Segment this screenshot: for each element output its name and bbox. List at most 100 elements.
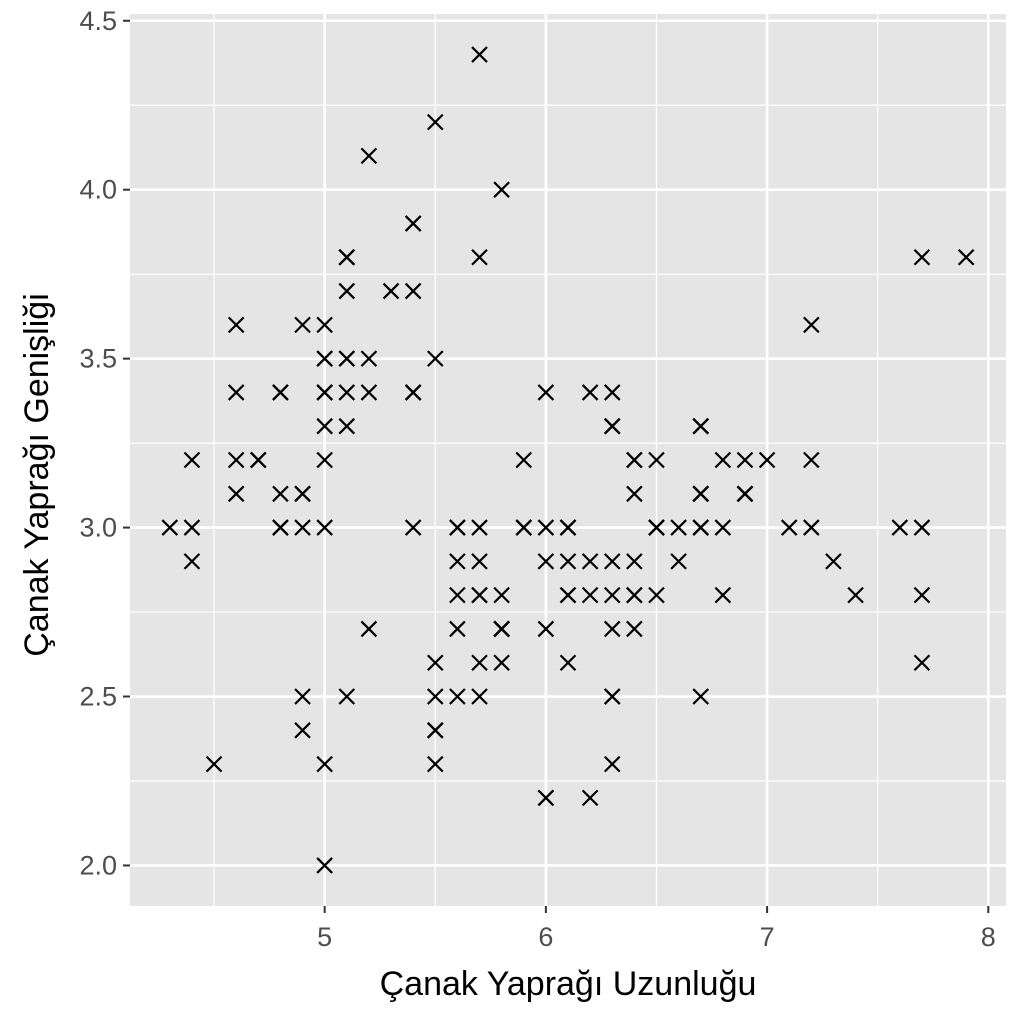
minor-gridlines xyxy=(130,14,1006,906)
data-point xyxy=(559,654,577,672)
y-axis-title: Çanak Yaprağı Genişliği xyxy=(18,293,56,657)
y-tick-label: 3.0 xyxy=(79,513,117,543)
data-point xyxy=(316,857,333,874)
x-axis-title: Çanak Yaprağı Uzunluğu xyxy=(380,965,757,1003)
data-point xyxy=(648,586,665,604)
data-point xyxy=(360,350,378,367)
data-point xyxy=(338,688,356,705)
data-point xyxy=(449,688,466,705)
x-axis: 5 6 7 8 xyxy=(317,906,996,952)
data-point xyxy=(493,586,510,604)
major-gridlines xyxy=(130,14,1006,906)
data-point xyxy=(227,384,245,401)
data-point xyxy=(426,350,444,367)
data-point xyxy=(603,417,621,435)
data-point xyxy=(537,789,555,807)
data-point xyxy=(471,46,488,63)
data-point xyxy=(183,451,201,469)
data-point xyxy=(426,654,444,672)
data-point xyxy=(471,654,488,672)
x-tick-label: 7 xyxy=(760,922,775,952)
data-point xyxy=(891,519,909,536)
data-point xyxy=(913,248,931,266)
data-point xyxy=(294,316,311,334)
data-point xyxy=(559,586,577,604)
data-point xyxy=(316,755,333,773)
data-point xyxy=(515,451,533,469)
data-point xyxy=(227,485,245,503)
data-point xyxy=(205,755,223,773)
data-point xyxy=(603,553,621,570)
data-point xyxy=(316,519,333,536)
data-point xyxy=(648,451,665,469)
data-point xyxy=(603,620,621,638)
data-point xyxy=(803,451,820,469)
x-tick-label: 8 xyxy=(981,922,996,952)
x-tick-label: 6 xyxy=(538,922,553,952)
data-point xyxy=(294,722,311,739)
y-tick-label: 2.0 xyxy=(79,850,117,880)
data-point xyxy=(471,519,488,536)
data-point xyxy=(272,384,289,401)
data-point xyxy=(449,586,466,604)
data-point xyxy=(338,384,356,401)
data-point xyxy=(603,384,621,401)
data-point xyxy=(404,519,422,536)
data-point xyxy=(426,113,444,131)
data-point xyxy=(692,688,710,705)
data-point xyxy=(714,586,732,604)
data-point xyxy=(692,519,710,536)
data-point xyxy=(493,654,510,672)
data-point xyxy=(338,350,356,367)
data-point xyxy=(449,519,466,536)
y-axis: 2.0 2.5 3.0 3.5 4.0 4.5 xyxy=(79,6,130,880)
data-point xyxy=(338,282,356,300)
data-point xyxy=(581,789,599,807)
data-point xyxy=(626,553,643,570)
data-point xyxy=(382,282,400,300)
data-point xyxy=(404,384,422,401)
data-point xyxy=(515,519,533,536)
data-point xyxy=(183,553,201,570)
data-point xyxy=(471,553,488,570)
data-point xyxy=(294,688,311,705)
data-point xyxy=(316,451,333,469)
data-point xyxy=(426,688,444,705)
data-point xyxy=(736,485,754,503)
data-point xyxy=(426,722,444,739)
data-point xyxy=(316,350,333,367)
data-point xyxy=(626,620,643,638)
plot-panel xyxy=(130,14,1006,906)
data-point xyxy=(692,417,710,435)
data-point xyxy=(471,688,488,705)
data-point xyxy=(493,181,510,198)
data-point xyxy=(449,620,466,638)
data-point xyxy=(670,553,687,570)
data-point xyxy=(404,282,422,300)
data-point xyxy=(316,417,333,435)
data-point xyxy=(780,519,798,536)
data-point xyxy=(581,553,599,570)
data-point xyxy=(338,248,356,266)
data-point xyxy=(626,586,643,604)
data-point xyxy=(316,316,333,334)
data-point xyxy=(183,519,201,536)
data-point xyxy=(957,248,975,266)
data-point xyxy=(559,553,577,570)
data-point xyxy=(913,654,931,672)
data-points xyxy=(161,46,975,874)
data-point xyxy=(648,519,665,536)
data-point xyxy=(692,485,710,503)
data-point xyxy=(714,519,732,536)
data-point xyxy=(626,485,643,503)
data-point xyxy=(493,620,510,638)
data-point xyxy=(537,553,555,570)
data-point xyxy=(736,451,754,469)
data-point xyxy=(537,620,555,638)
data-point xyxy=(426,755,444,773)
data-point xyxy=(847,586,864,604)
data-point xyxy=(272,519,289,536)
data-point xyxy=(913,519,931,536)
data-point xyxy=(559,519,577,536)
